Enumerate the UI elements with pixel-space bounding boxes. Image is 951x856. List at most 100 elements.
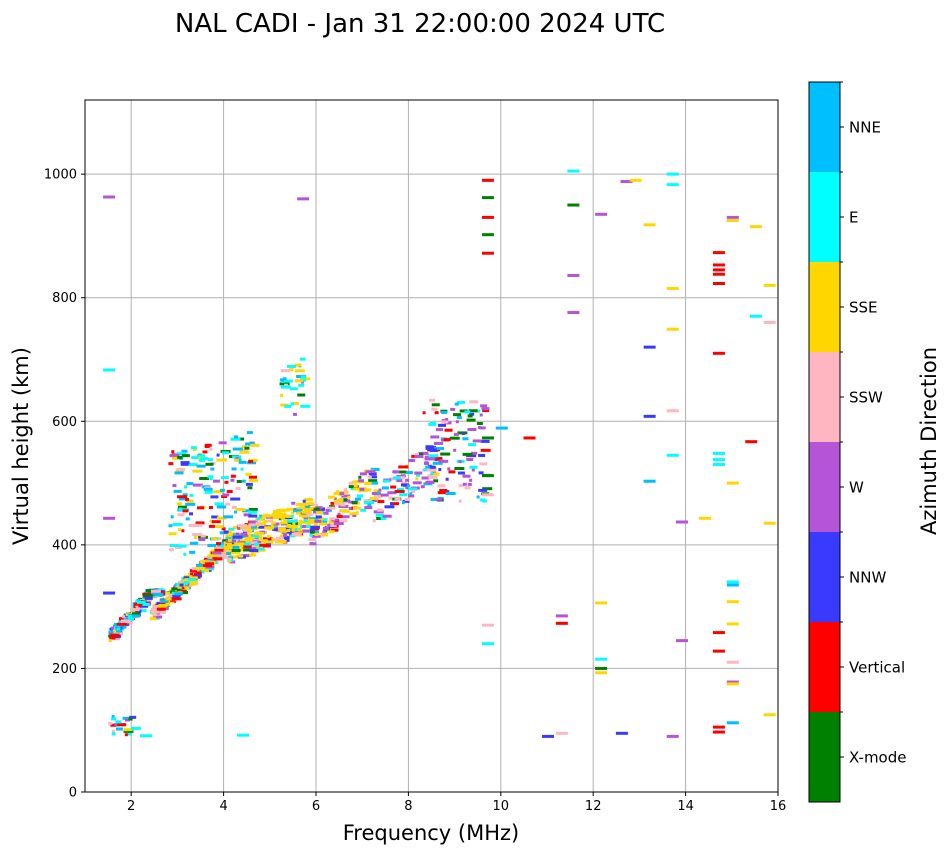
sparse-echo-point [643, 345, 656, 349]
echo-point [165, 597, 173, 601]
echo-point [183, 485, 187, 489]
echo-point [469, 478, 473, 482]
echo-point [239, 539, 250, 543]
echo-point [462, 452, 473, 456]
cluster-main-trace-1 [149, 532, 243, 621]
echo-point [181, 454, 190, 458]
echo-point [215, 542, 221, 546]
echo-point [430, 435, 440, 439]
echo-point [173, 489, 182, 493]
echo-point [273, 522, 280, 526]
echo-point [229, 560, 236, 564]
x-tick-label: 2 [127, 799, 135, 814]
echo-point [249, 479, 259, 483]
echo-point [192, 567, 198, 571]
echo-point [351, 501, 358, 505]
echo-point [168, 532, 177, 536]
echo-point [449, 436, 460, 440]
echo-point [298, 383, 305, 387]
echo-point [214, 502, 224, 506]
echo-point [190, 580, 198, 584]
colorbar-segment-w [809, 442, 840, 532]
echo-point [303, 519, 308, 523]
echo-point [198, 538, 206, 542]
echo-point [198, 563, 202, 567]
echo-point [401, 481, 408, 485]
colorbar-segment-vertical [809, 622, 840, 712]
sparse-echo-point [567, 203, 580, 207]
echo-point [184, 578, 192, 582]
echo-point [376, 491, 380, 495]
echo-point [429, 465, 436, 469]
echo-point [111, 729, 115, 733]
echo-point [200, 569, 209, 573]
echo-point [436, 428, 444, 432]
echo-point [153, 615, 163, 619]
echo-point [355, 497, 362, 501]
sparse-echo-point [567, 311, 580, 315]
echo-point [202, 450, 208, 454]
echo-point [118, 628, 123, 632]
echo-point [462, 474, 471, 478]
sparse-echo-point [712, 463, 725, 467]
echo-point [376, 517, 385, 521]
echo-point [190, 541, 199, 545]
echo-point [111, 637, 121, 641]
echo-point [177, 513, 185, 517]
echo-point [328, 530, 335, 534]
echo-point [205, 462, 214, 466]
echo-point [396, 479, 403, 483]
echo-point [402, 499, 410, 503]
echo-point [177, 585, 182, 589]
sparse-echo-point [726, 680, 739, 684]
echo-point [252, 523, 260, 527]
echo-point [216, 453, 220, 457]
echo-point [284, 514, 292, 518]
echo-point [310, 525, 320, 529]
sparse-echoes [103, 169, 776, 738]
echo-point [253, 532, 262, 536]
echo-point [339, 492, 345, 496]
echo-point [247, 547, 257, 551]
x-axis-ticks: 2 4 6 8 10 12 14 16 [127, 792, 786, 814]
echo-point [420, 485, 425, 489]
echo-point [214, 548, 224, 552]
echo-point [390, 502, 400, 506]
sparse-echo-point [712, 631, 725, 635]
echo-point [309, 542, 317, 546]
echo-point [309, 533, 313, 537]
echo-point [116, 631, 123, 635]
echo-point [284, 379, 293, 383]
echo-point [127, 615, 134, 619]
echo-point [259, 514, 263, 518]
echo-point [347, 495, 351, 499]
echo-point [171, 587, 181, 591]
sparse-echo-point [763, 521, 776, 525]
echo-point [469, 465, 478, 469]
y-axis-ticks: 0 200 400 600 800 1000 [44, 168, 85, 801]
echo-point [293, 402, 299, 406]
echo-point [241, 445, 247, 449]
echo-point [300, 514, 311, 518]
echo-point [405, 478, 410, 482]
echo-point [291, 525, 295, 529]
echo-point [168, 524, 173, 528]
echo-point [314, 530, 319, 534]
echo-point [127, 617, 134, 621]
echo-point [327, 523, 331, 527]
echo-point [457, 471, 465, 475]
echo-point [431, 456, 437, 460]
echo-point [292, 412, 297, 416]
echo-point [234, 539, 239, 543]
echo-point [239, 450, 250, 454]
echo-point [150, 610, 160, 614]
echo-point [456, 415, 462, 419]
echo-point [468, 443, 477, 447]
echo-point [429, 398, 436, 402]
y-tick-label: 600 [52, 415, 77, 430]
echo-point [219, 488, 225, 492]
echo-point [479, 413, 483, 417]
echo-point [111, 626, 115, 630]
echo-point [135, 600, 139, 604]
echo-point [242, 554, 250, 558]
